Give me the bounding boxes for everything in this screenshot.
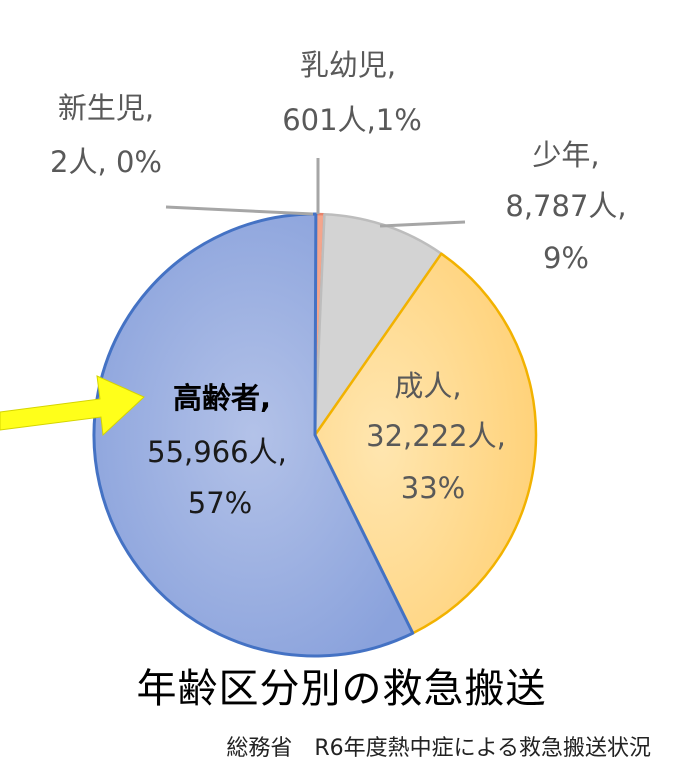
label-newborn-pct: 0% <box>116 145 162 179</box>
svg-text:55,966人,: 55,966人, <box>147 435 287 469</box>
svg-text:成人,: 成人, <box>394 369 461 403</box>
pie-slice-adult <box>313 252 538 635</box>
leader-line-newborn <box>165 205 314 216</box>
label-newborn-category: 新生児 <box>58 91 145 125</box>
label-infant-pct: 1% <box>376 103 422 137</box>
svg-text:9%: 9% <box>543 241 589 275</box>
highlight-arrow-icon <box>0 375 145 437</box>
leader-lines <box>165 158 466 228</box>
svg-text:少年,: 少年, <box>532 138 599 172</box>
chart-title: 年齢区分別の救急搬送 <box>136 666 547 712</box>
pie-slices <box>92 212 538 658</box>
svg-text:601人,1%: 601人,1% <box>282 103 422 137</box>
svg-text:新生児,: 新生児, <box>58 91 154 125</box>
svg-text:32,222人,: 32,222人, <box>366 419 506 453</box>
label-senior-pct: 57% <box>188 486 252 520</box>
svg-text:33%: 33% <box>401 471 465 505</box>
label-youth-pct: 9% <box>543 241 589 275</box>
svg-text:57%: 57% <box>188 486 252 520</box>
label-senior-count: 55,966人 <box>147 435 277 469</box>
label-adult-category: 成人 <box>394 369 452 403</box>
svg-text:高齢者,: 高齢者, <box>173 381 271 415</box>
label-adult-pct: 33% <box>401 471 465 505</box>
svg-text:乳幼児,: 乳幼児, <box>300 48 396 82</box>
leader-line-youth <box>379 220 466 228</box>
source-note: 総務省 R6年度熱中症による救急搬送状況 <box>226 736 651 761</box>
svg-text:2人, 0%: 2人, 0% <box>50 145 162 179</box>
label-adult-count: 32,222人 <box>366 419 496 453</box>
label-youth-count: 8,787人 <box>505 189 617 223</box>
svg-text:8,787人,: 8,787人, <box>505 189 626 223</box>
pie-slice-senior <box>92 212 415 658</box>
label-infant-count: 601人 <box>282 103 366 137</box>
label-youth-category: 少年 <box>532 138 590 172</box>
label-infant-category: 乳幼児 <box>300 48 387 82</box>
label-newborn-count: 2人 <box>50 145 97 179</box>
label-senior-category: 高齢者 <box>173 381 260 415</box>
